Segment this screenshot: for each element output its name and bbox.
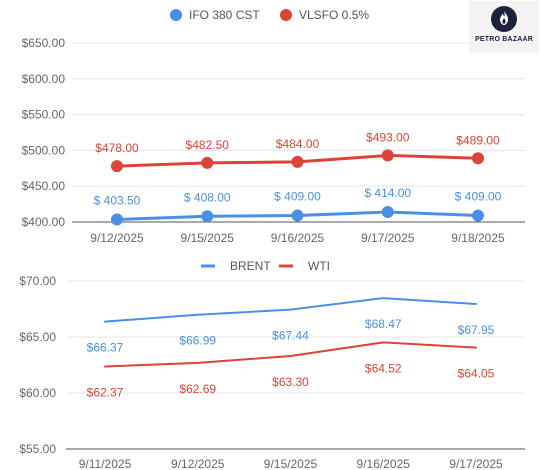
chart1-data-label: $493.00 bbox=[366, 130, 410, 144]
chart1-data-label: $484.00 bbox=[276, 137, 320, 151]
chart1-data-point bbox=[201, 210, 214, 223]
chart1-data-point bbox=[201, 156, 214, 169]
chart1-data-point bbox=[291, 209, 304, 222]
chart2-legend-label: WTI bbox=[308, 259, 330, 273]
chart1-y-tick-label: $500.00 bbox=[22, 143, 66, 157]
chart1-y-tick-label: $650.00 bbox=[22, 36, 66, 50]
chart1-data-label: $478.00 bbox=[95, 141, 139, 155]
chart2-y-tick-label: $55.00 bbox=[19, 442, 56, 456]
chart2-data-label: $66.37 bbox=[87, 341, 124, 355]
chart2-data-label: $66.99 bbox=[179, 334, 216, 348]
chart1-x-tick-label: 9/15/2025 bbox=[181, 231, 235, 245]
chart1-data-label: $ 403.50 bbox=[94, 193, 141, 207]
chart1-y-tick-label: $450.00 bbox=[22, 179, 66, 193]
chart1-data-label: $ 414.00 bbox=[364, 186, 411, 200]
flame-icon bbox=[491, 6, 517, 32]
chart1-x-tick-label: 9/18/2025 bbox=[451, 231, 505, 245]
chart2-data-label: $62.37 bbox=[87, 385, 124, 399]
chart1-x-tick-label: 9/16/2025 bbox=[271, 231, 325, 245]
chart2-data-label: $64.52 bbox=[365, 361, 402, 375]
chart1-legend-marker bbox=[280, 9, 292, 21]
chart2-data-label: $63.30 bbox=[272, 375, 309, 389]
chart2-x-tick-label: 9/17/2025 bbox=[449, 457, 503, 470]
chart1-legend-label: IFO 380 CST bbox=[189, 8, 260, 22]
chart1-data-label: $ 409.00 bbox=[274, 190, 321, 204]
chart1-data-point bbox=[472, 152, 484, 165]
brand-name: PETRO BAZAAR bbox=[474, 36, 533, 43]
chart1-data-point bbox=[111, 213, 123, 226]
chart1-data-point bbox=[381, 149, 394, 162]
chart1-x-tick-label: 9/17/2025 bbox=[361, 231, 415, 245]
chart2-y-tick-label: $70.00 bbox=[19, 274, 56, 288]
brand-logo: PETRO BAZAAR bbox=[469, 1, 539, 53]
chart1-y-tick-label: $400.00 bbox=[22, 215, 66, 229]
chart1-data-point bbox=[111, 160, 123, 173]
chart1-data-label: $482.50 bbox=[186, 138, 230, 152]
chart2-data-label: $64.05 bbox=[458, 367, 495, 381]
chart1-y-tick-label: $600.00 bbox=[22, 72, 66, 86]
chart1-legend-label: VLSFO 0.5% bbox=[299, 8, 369, 22]
chart2-y-tick-label: $60.00 bbox=[19, 386, 56, 400]
chart1-legend-marker bbox=[170, 9, 182, 21]
chart2-series-line bbox=[104, 297, 477, 323]
chart1-y-tick-label: $550.00 bbox=[22, 108, 66, 122]
chart2-x-tick-label: 9/16/2025 bbox=[357, 457, 411, 470]
chart1-data-label: $ 409.00 bbox=[455, 190, 502, 204]
chart1-data-point bbox=[472, 209, 484, 222]
chart2-data-label: $62.69 bbox=[179, 382, 216, 396]
chart2-legend-label: BRENT bbox=[230, 259, 271, 273]
chart1-data-point bbox=[381, 205, 394, 218]
chart2-data-label: $67.44 bbox=[272, 329, 309, 343]
chart2-series-line bbox=[104, 341, 477, 368]
chart2-x-tick-label: 9/11/2025 bbox=[79, 457, 132, 470]
chart1-data-label: $489.00 bbox=[456, 133, 500, 147]
chart2-data-label: $68.47 bbox=[365, 317, 402, 331]
chart2-x-tick-label: 9/15/2025 bbox=[264, 457, 318, 470]
chart1-x-tick-label: 9/12/2025 bbox=[90, 231, 144, 245]
chart2-y-tick-label: $65.00 bbox=[19, 330, 56, 344]
chart1-data-point bbox=[291, 155, 304, 168]
chart2-x-tick-label: 9/12/2025 bbox=[171, 457, 225, 470]
chart1-data-label: $ 408.00 bbox=[184, 190, 231, 204]
chart2-data-label: $67.95 bbox=[458, 323, 495, 337]
